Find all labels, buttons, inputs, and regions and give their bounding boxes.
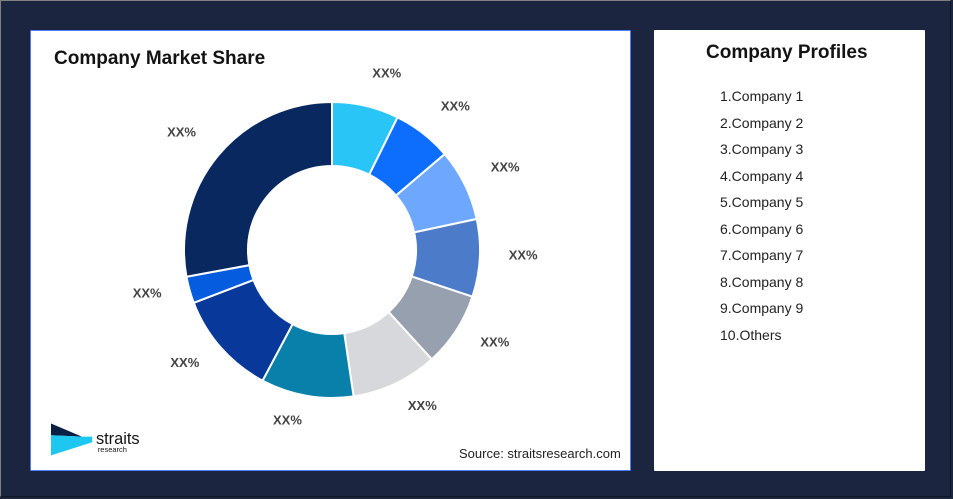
svg-text:XX%: XX%	[480, 334, 509, 349]
svg-text:XX%: XX%	[167, 125, 196, 140]
svg-text:research: research	[98, 445, 127, 454]
svg-text:XX%: XX%	[408, 398, 437, 413]
svg-text:XX%: XX%	[491, 160, 520, 175]
svg-text:XX%: XX%	[133, 286, 162, 301]
svg-text:XX%: XX%	[509, 248, 538, 263]
svg-text:XX%: XX%	[372, 66, 401, 81]
svg-text:XX%: XX%	[441, 98, 470, 113]
svg-text:XX%: XX%	[273, 412, 302, 427]
svg-text:XX%: XX%	[170, 355, 199, 370]
